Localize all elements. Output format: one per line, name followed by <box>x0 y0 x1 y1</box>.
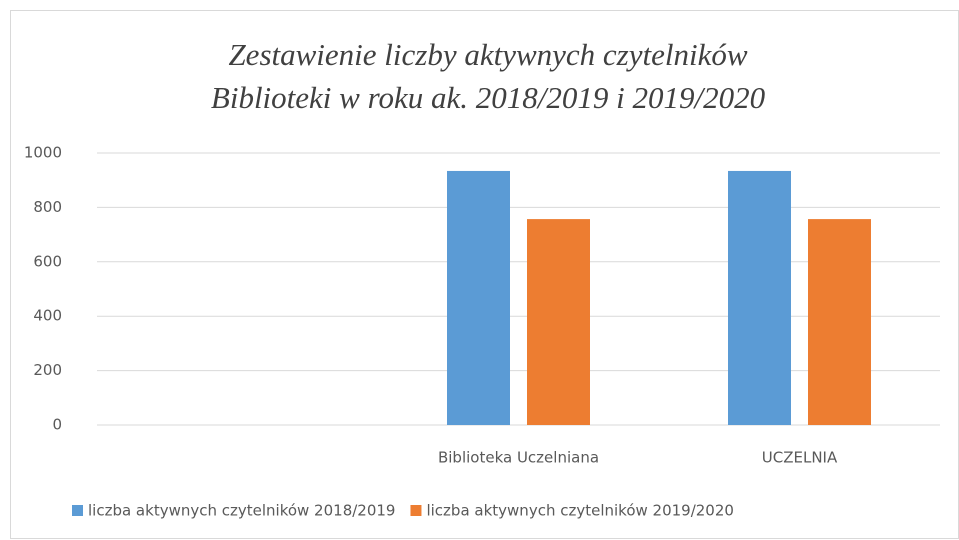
legend-swatch <box>72 505 83 516</box>
chart-title: Zestawienie liczby aktywnych czytelników <box>228 37 747 72</box>
y-tick-label: 600 <box>33 252 62 270</box>
legend-label: liczba aktywnych czytelników 2019/2020 <box>426 502 733 520</box>
y-tick-label: 800 <box>33 198 62 216</box>
y-tick-label: 0 <box>52 416 62 434</box>
bar <box>808 219 871 425</box>
bar <box>447 170 510 425</box>
chart-title: Biblioteki w roku ak. 2018/2019 i 2019/2… <box>211 80 766 115</box>
legend-label: liczba aktywnych czytelników 2018/2019 <box>88 502 395 520</box>
x-tick-label: UCZELNIA <box>762 449 838 467</box>
y-tick-label: 1000 <box>24 144 62 162</box>
x-tick-label: Biblioteka Uczelniana <box>438 449 599 467</box>
legend-swatch <box>410 505 422 516</box>
y-tick-label: 200 <box>33 361 62 379</box>
bar <box>527 219 590 425</box>
bar <box>728 170 791 425</box>
y-tick-label: 400 <box>33 307 62 325</box>
